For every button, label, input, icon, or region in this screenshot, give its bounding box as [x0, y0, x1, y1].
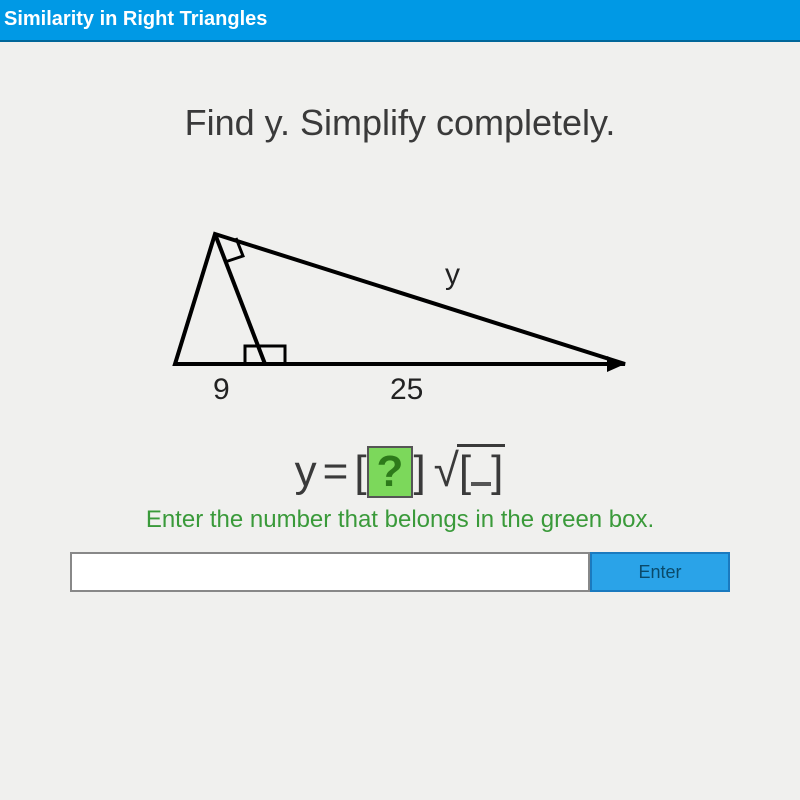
radical-icon: √	[434, 447, 459, 493]
answer-row: Enter	[30, 552, 770, 592]
page-header: Similarity in Right Triangles	[0, 0, 800, 42]
arrowhead-icon	[607, 356, 625, 372]
enter-button[interactable]: Enter	[590, 552, 730, 592]
answer-input[interactable]	[70, 552, 590, 592]
triangle-diagram: y 9 25	[145, 204, 655, 414]
equation-lhs: y	[295, 447, 317, 497]
equation-row: y = [?] √ [ ]	[30, 444, 770, 498]
label-right-segment: 25	[390, 373, 423, 406]
header-title: Similarity in Right Triangles	[4, 8, 267, 30]
radical-group: √ [ ]	[434, 444, 506, 497]
question-prompt: Find y. Simplify completely.	[30, 102, 770, 144]
gray-box[interactable]	[471, 482, 491, 486]
right-angle-foot-right-icon	[265, 346, 285, 364]
content-area: Find y. Simplify completely. y 9 25 y = …	[0, 42, 800, 622]
equation-equals: =	[323, 447, 349, 497]
answer-box-radicand: [ ]	[457, 444, 505, 497]
answer-box-coefficient: [?]	[354, 446, 425, 498]
green-box[interactable]: ?	[367, 446, 414, 498]
label-left-segment: 9	[213, 373, 230, 406]
label-y: y	[445, 258, 460, 291]
diagram-container: y 9 25	[30, 204, 770, 414]
hint-text: Enter the number that belongs in the gre…	[30, 506, 770, 534]
